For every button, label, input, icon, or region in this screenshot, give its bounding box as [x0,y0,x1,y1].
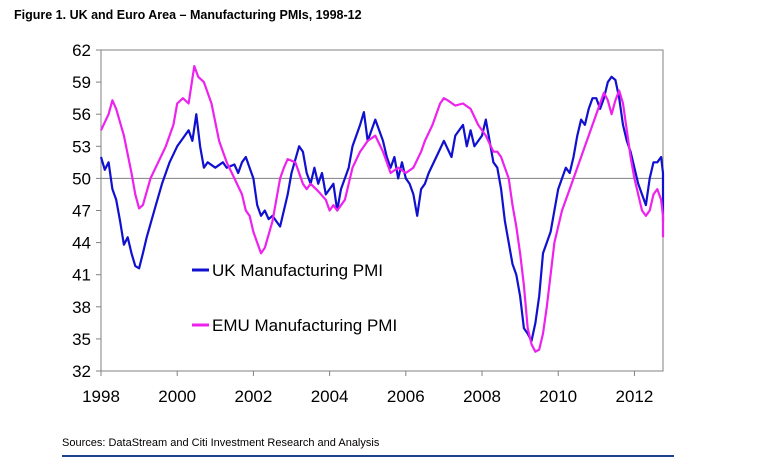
y-tick-label: 50 [72,169,91,188]
y-tick-label: 53 [72,137,91,156]
x-tick-label: 2002 [234,387,272,406]
x-tick-label: 2012 [616,387,654,406]
figure-title: Figure 1. UK and Euro Area – Manufacturi… [14,8,362,22]
x-tick-label: 2004 [311,387,349,406]
y-tick-label: 41 [72,266,91,285]
y-tick-label: 59 [72,73,91,92]
y-tick-label: 35 [72,330,91,349]
y-tick-label: 56 [72,105,91,124]
chart-plot-area [99,64,665,353]
x-tick-label: 2000 [158,387,196,406]
x-tick-label: 2010 [539,387,577,406]
x-tick-label: 1998 [82,387,120,406]
y-tick-label: 62 [72,41,91,60]
uk-manufacturing-pmi-line [99,75,665,343]
y-tick-label: 44 [72,234,91,253]
chart-legend: UK Manufacturing PMI EMU Manufacturing PM… [192,261,397,335]
source-note: Sources: DataStream and Citi Investment … [62,437,380,449]
y-tick-label: 38 [72,298,91,317]
emu-manufacturing-pmi-line [100,64,665,353]
y-tick-label: 32 [72,362,91,381]
footer-rule [62,455,674,457]
legend-label-uk-manufacturing-pmi: UK Manufacturing PMI [212,261,383,280]
legend-label-emu-manufacturing-pmi: EMU Manufacturing PMI [212,316,397,335]
y-tick-label: 47 [72,202,91,221]
x-tick-label: 2006 [387,387,425,406]
chart-axes: 32 35 38 41 44 47 50 53 56 59 62 1998 2000 2002 2004 20… [72,41,664,406]
x-tick-label: 2008 [463,387,501,406]
